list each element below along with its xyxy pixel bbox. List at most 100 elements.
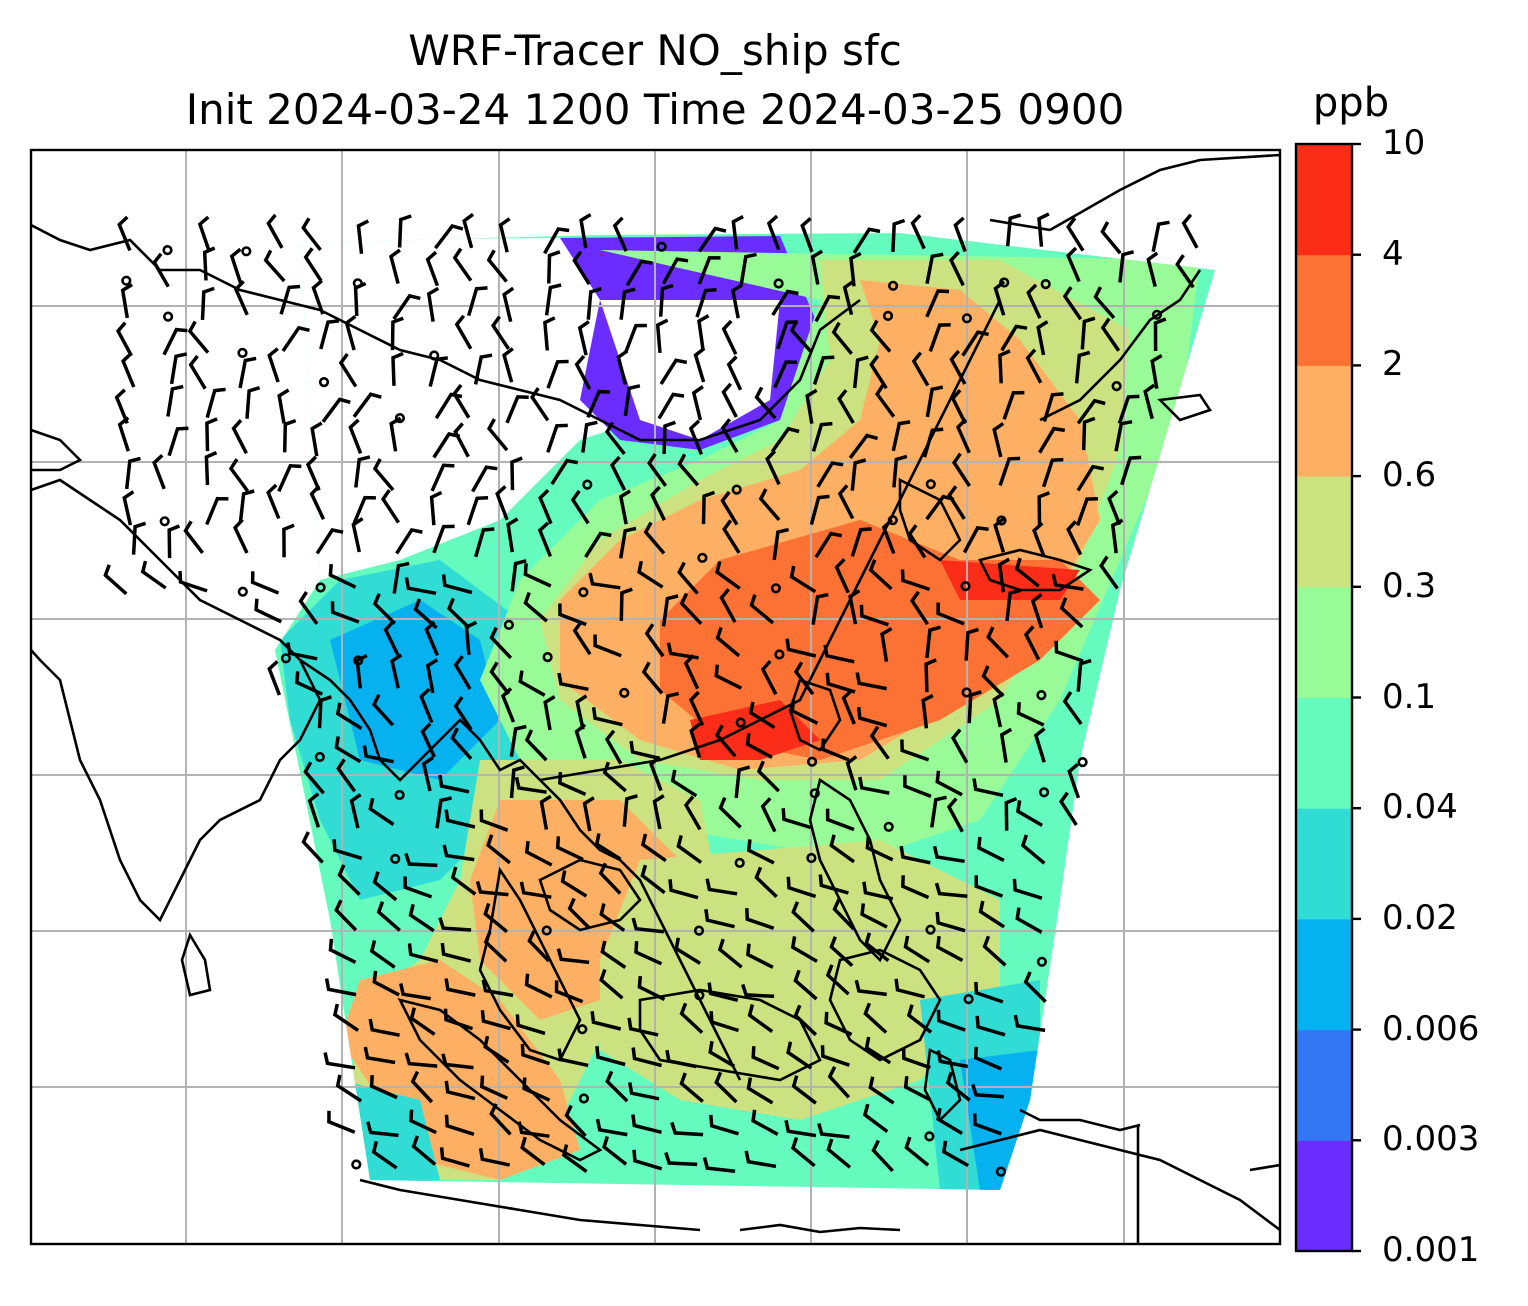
wind-barb [430, 463, 455, 492]
wind-barb [950, 389, 967, 425]
colorbar-tick-label: 0.1 [1382, 676, 1437, 717]
wind-barb [543, 695, 556, 731]
wind-barb [233, 518, 249, 554]
wind-barb [1143, 383, 1156, 420]
wind-barb [454, 314, 473, 350]
wind-barb [702, 1157, 736, 1174]
calm-wind-marker [351, 1159, 362, 1170]
calm-wind-marker [693, 925, 705, 936]
wind-barb [524, 973, 553, 999]
wind-barb [301, 217, 322, 251]
wind-barb [624, 323, 647, 353]
wind-barb [543, 316, 556, 351]
wind-barb [697, 314, 710, 350]
wind-barb [266, 213, 284, 249]
calm-wind-marker [996, 515, 1007, 526]
wind-barb [453, 696, 473, 731]
wind-barb [1093, 286, 1116, 320]
wind-barb [579, 213, 592, 249]
colorbar-band [1296, 808, 1352, 920]
wind-barb [371, 693, 395, 727]
wind-barb [1005, 213, 1022, 247]
wind-barb [714, 724, 737, 758]
wind-barb [349, 793, 362, 829]
wind-barb [1051, 573, 1084, 591]
wind-barb [720, 418, 739, 453]
wind-barb [178, 570, 208, 593]
wind-barb [932, 845, 965, 864]
wind-barb [334, 736, 362, 764]
wind-barb [383, 620, 400, 656]
wind-barb [744, 1150, 777, 1169]
wind-barb [474, 527, 495, 558]
wind-barb [936, 1009, 966, 1032]
wind-barb [824, 1011, 853, 1037]
wind-barb [303, 247, 323, 282]
wind-barb [869, 725, 890, 760]
wind-barb [1000, 324, 1028, 352]
wind-barb [397, 214, 412, 248]
wind-barb [309, 484, 326, 520]
wind-barb [546, 359, 569, 389]
wind-barb [721, 382, 738, 418]
wind-barb [986, 626, 1010, 659]
wind-barb [631, 1114, 662, 1134]
wind-barb [1153, 317, 1167, 352]
wind-barb [574, 723, 587, 759]
wind-barb [734, 765, 751, 799]
wind-barb [479, 809, 509, 832]
wind-barb [301, 831, 324, 864]
wind-barb [440, 942, 472, 963]
wind-barb [103, 564, 128, 596]
wind-barb [949, 349, 967, 385]
wind-barb [1023, 971, 1047, 1003]
wind-barb [372, 871, 398, 902]
wind-barb [574, 354, 592, 390]
wind-barb [510, 559, 527, 592]
wind-barb [567, 897, 591, 930]
colorbar-tick-label: 0.006 [1382, 1008, 1480, 1049]
wind-barb [848, 589, 861, 625]
wind-barb [925, 385, 944, 418]
calm-wind-marker [883, 821, 894, 832]
wind-barb [875, 383, 896, 418]
wind-barb [640, 864, 666, 895]
wind-barb [825, 808, 855, 832]
colorbar-band [1296, 1029, 1352, 1141]
wind-barb [529, 387, 550, 422]
wind-barb [337, 864, 361, 896]
wind-barb [595, 1046, 626, 1067]
wind-barb [332, 839, 363, 860]
wind-barb [771, 289, 799, 317]
wind-barb [661, 257, 689, 285]
wind-barb [391, 351, 404, 386]
wind-barb [1032, 521, 1046, 558]
wind-barb [444, 1114, 475, 1136]
wind-barb [631, 1047, 663, 1068]
wind-barb [911, 351, 930, 387]
wind-barb [558, 603, 587, 627]
wind-barb [856, 706, 888, 728]
calm-wind-marker [731, 484, 742, 495]
wind-barb [758, 488, 781, 522]
colorbar-tick-label: 10 [1382, 123, 1426, 163]
wind-barb [781, 808, 812, 830]
wind-barb [981, 665, 1005, 698]
wind-barb [925, 252, 944, 285]
calm-wind-marker [577, 1024, 588, 1035]
wind-barb [421, 756, 434, 792]
wind-barb [661, 691, 680, 724]
wind-barb [982, 935, 1007, 967]
wind-barb [714, 1071, 738, 1104]
wind-barb [441, 1053, 474, 1070]
wind-barb [403, 876, 433, 899]
wind-barb [661, 594, 679, 627]
calm-wind-marker [578, 1093, 590, 1104]
wind-barb [1181, 213, 1199, 249]
calm-wind-marker [1038, 787, 1050, 798]
wind-barb [392, 293, 421, 320]
wind-barb [254, 598, 283, 624]
wind-barb [683, 654, 700, 690]
wind-barb [495, 485, 509, 521]
colorbar-tick-label: 4 [1382, 233, 1404, 274]
